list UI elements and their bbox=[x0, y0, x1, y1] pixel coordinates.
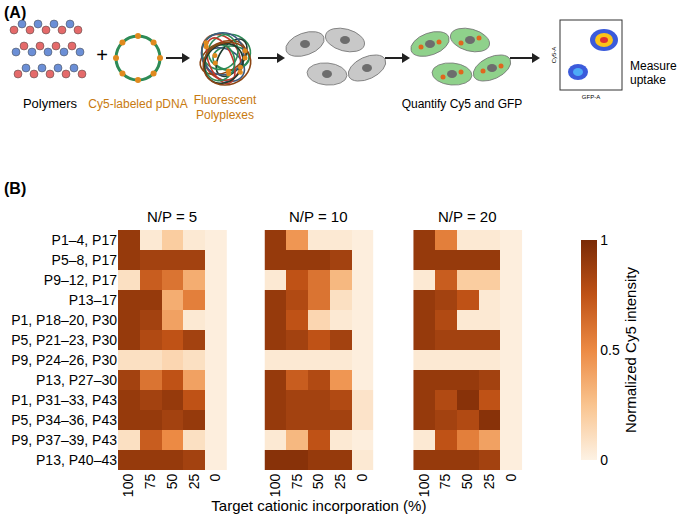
svg-text:P1, P31–33, P43: P1, P31–33, P43 bbox=[11, 392, 117, 408]
svg-text:100: 100 bbox=[120, 474, 136, 498]
svg-text:50: 50 bbox=[164, 474, 180, 490]
svg-text:GFP-A: GFP-A bbox=[582, 94, 600, 100]
svg-text:0: 0 bbox=[503, 474, 519, 482]
svg-text:0: 0 bbox=[600, 452, 608, 468]
svg-text:Target cationic incorporation: Target cationic incorporation (%) bbox=[211, 497, 426, 514]
svg-text:25: 25 bbox=[186, 474, 202, 490]
svg-text:P13, P40–43: P13, P40–43 bbox=[36, 452, 117, 468]
svg-text:0: 0 bbox=[207, 474, 223, 482]
svg-text:Normalized Cy5 intensity: Normalized Cy5 intensity bbox=[622, 267, 639, 433]
svg-text:Cy5-A: Cy5-A bbox=[551, 47, 557, 64]
svg-text:P5–8, P17: P5–8, P17 bbox=[52, 252, 118, 268]
svg-text:50: 50 bbox=[310, 474, 326, 490]
svg-text:(B): (B) bbox=[4, 180, 26, 197]
svg-text:P13–17: P13–17 bbox=[69, 292, 117, 308]
svg-text:75: 75 bbox=[142, 474, 158, 490]
svg-text:75: 75 bbox=[289, 474, 305, 490]
svg-text:N/P = 20: N/P = 20 bbox=[438, 208, 497, 225]
svg-text:uptake: uptake bbox=[630, 73, 666, 87]
svg-text:P5, P21–23, P30: P5, P21–23, P30 bbox=[11, 332, 117, 348]
svg-text:P9, P37–39, P43: P9, P37–39, P43 bbox=[11, 432, 117, 448]
svg-text:P5, P34–36, P43: P5, P34–36, P43 bbox=[11, 412, 117, 428]
svg-text:0: 0 bbox=[354, 474, 370, 482]
svg-text:+: + bbox=[96, 44, 108, 66]
svg-text:(A): (A) bbox=[4, 4, 26, 21]
svg-text:Quantify Cy5 and GFP: Quantify Cy5 and GFP bbox=[402, 97, 523, 111]
svg-text:50: 50 bbox=[459, 474, 475, 490]
svg-text:100: 100 bbox=[416, 474, 432, 498]
svg-text:N/P = 10: N/P = 10 bbox=[289, 208, 348, 225]
svg-text:Measure: Measure bbox=[630, 59, 677, 73]
svg-text:P1–4, P17: P1–4, P17 bbox=[52, 232, 118, 248]
svg-text:P9–12, P17: P9–12, P17 bbox=[44, 272, 117, 288]
svg-text:Polyplexes: Polyplexes bbox=[196, 108, 254, 122]
svg-text:Polymers: Polymers bbox=[23, 96, 78, 111]
svg-text:N/P = 5: N/P = 5 bbox=[147, 208, 197, 225]
svg-text:25: 25 bbox=[481, 474, 497, 490]
svg-text:75: 75 bbox=[437, 474, 453, 490]
svg-text:0.5: 0.5 bbox=[600, 342, 620, 358]
svg-text:100: 100 bbox=[267, 474, 283, 498]
svg-text:P1, P18–20, P30: P1, P18–20, P30 bbox=[11, 312, 117, 328]
svg-text:P9, P24–26, P30: P9, P24–26, P30 bbox=[11, 352, 117, 368]
svg-text:1: 1 bbox=[600, 232, 608, 248]
svg-text:Cy5-labeled pDNA: Cy5-labeled pDNA bbox=[88, 97, 187, 111]
svg-text:Fluorescent: Fluorescent bbox=[194, 93, 257, 107]
svg-text:P13, P27–30: P13, P27–30 bbox=[36, 372, 117, 388]
svg-text:25: 25 bbox=[332, 474, 348, 490]
